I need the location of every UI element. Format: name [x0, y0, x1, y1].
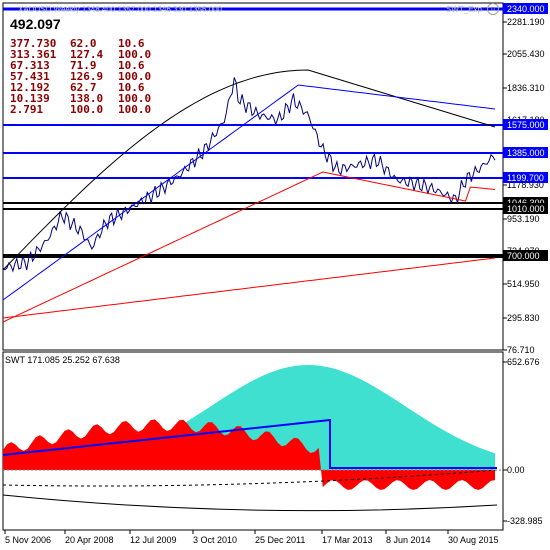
stats-cell: 67.313: [10, 59, 50, 72]
stats-row: 10.139 138.0 100.0: [10, 93, 162, 104]
settings-gear-icon[interactable]: ⚙: [487, 3, 499, 15]
price-line: [2, 77, 496, 273]
price-level-label: 700.000: [507, 251, 540, 261]
moving-average-red: [2, 171, 496, 323]
price-level-label: 1010.000: [507, 204, 545, 214]
sub-axis-label: -328.985: [507, 516, 543, 526]
big-value: 492.097: [10, 16, 61, 32]
stats-cell: 71.9: [70, 59, 97, 72]
date-axis-label: 30 Aug 2015: [448, 535, 499, 545]
lower-band: [2, 494, 498, 512]
stats-row: 313.361 127.4 100.0: [10, 49, 162, 60]
price-level-box: [503, 119, 548, 130]
stats-cell: 100.0: [118, 103, 152, 116]
price-axis-label: 1178.930: [507, 180, 544, 190]
price-axis-label: 76.710: [507, 345, 535, 355]
stats-cell: 126.9: [70, 70, 104, 83]
stats-cell: 62.0: [70, 37, 97, 50]
stats-cell: 10.6: [118, 59, 145, 72]
stats-cell: 57.431: [10, 70, 50, 83]
stats-cell: 377.730: [10, 37, 57, 50]
sub-axis-label: 0.00: [507, 465, 525, 475]
date-axis-label: 20 Apr 2008: [65, 535, 114, 545]
date-axis-label: 5 Nov 2006: [5, 535, 51, 545]
price-level-label: 1199.700: [507, 173, 544, 183]
price-level-box: [503, 172, 548, 183]
date-axis-label: 12 Jul 2009: [130, 535, 177, 545]
stats-cell: 62.7: [70, 81, 97, 94]
stats-cell: 12.192: [10, 81, 50, 94]
price-axis-label: 295.830: [507, 313, 540, 323]
price-axis-label: 1836.310: [507, 83, 545, 93]
signal-line: [2, 418, 497, 469]
red-area: [3, 419, 495, 490]
stats-cell: 100.0: [118, 92, 152, 105]
sub-axis-label: 652.676: [507, 357, 540, 367]
date-axis-label: 25 Dec 2011: [255, 535, 305, 545]
teal-area: [3, 365, 495, 470]
stats-cell: 10.6: [118, 37, 145, 50]
stats-cell: 127.4: [70, 48, 104, 61]
stats-cell: 138.0: [70, 92, 104, 105]
price-level-box: [503, 250, 548, 261]
date-axis-label: 3 Oct 2010: [193, 535, 237, 545]
sub-frame: [2, 351, 504, 531]
price-level-box: [503, 203, 548, 214]
dashed-band: [2, 469, 498, 487]
stats-row: 67.313 71.9 10.6: [10, 60, 162, 71]
stats-cell: 10.139: [10, 92, 50, 105]
stats-cell: 2.791: [10, 103, 44, 116]
sub-window-title: SWT 171.085 25.252 67.638: [5, 355, 120, 365]
price-level-box: [503, 197, 548, 208]
date-axis-label: 17 Mar 2013: [322, 535, 373, 545]
stats-cell: 100.0: [118, 48, 152, 61]
price-level-box: [503, 147, 548, 158]
price-level-label: 2340.000: [507, 4, 545, 14]
price-level-label: 1385.000: [507, 148, 545, 158]
stats-cell: 100.0: [118, 70, 152, 83]
indicator-tag: SWT_Exp: [446, 5, 483, 14]
moving-average-fast: [2, 69, 496, 271]
price-axis-label: 953.190: [507, 214, 540, 224]
price-axis-label: 2055.430: [507, 49, 545, 59]
moving-average-slow: [2, 84, 496, 301]
stats-row: 57.431 126.9 100.0: [10, 71, 162, 82]
stats-cell: 313.361: [10, 48, 57, 61]
moving-average-long: [2, 257, 496, 319]
symbol-strip: XAUUSD,Weekly 1348.400 1357.000 1346.330…: [18, 5, 223, 14]
date-axis-label: 8 Jun 2014: [386, 535, 431, 545]
price-level-label: 1575.000: [507, 120, 545, 130]
stats-row: 12.192 62.7 10.6: [10, 82, 162, 93]
stats-row: 2.791 100.0 100.0: [10, 104, 162, 115]
stats-cell: 10.6: [118, 81, 145, 94]
price-axis-label: 514.950: [507, 279, 540, 289]
stats-overlay: 492.097 377.730 62.0 10.6 313.361 127.4 100.0…: [10, 16, 162, 115]
stats-row: 377.730 62.0 10.6: [10, 38, 162, 49]
price-axis-label: 2281.190: [507, 17, 545, 27]
price-level-box: [503, 3, 548, 14]
stats-cell: 100.0: [70, 103, 104, 116]
stats-table: 377.730 62.0 10.6 313.361 127.4 100.0 67.313 71…: [10, 38, 162, 115]
